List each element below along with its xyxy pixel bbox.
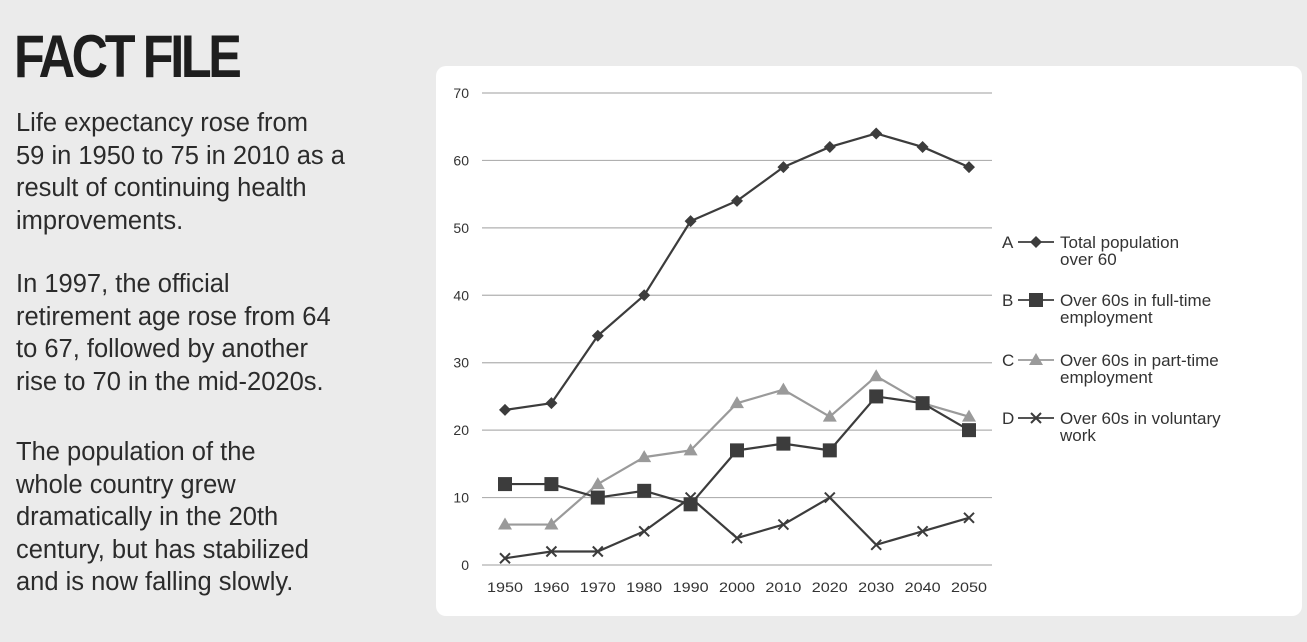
fact-line: result of continuing health [16, 174, 307, 202]
data-point [590, 490, 605, 505]
data-point [499, 403, 511, 416]
fact-paragraph-3: The population of the whole country grew… [16, 436, 426, 599]
data-point [499, 552, 511, 564]
fact-line: The population of the [16, 438, 256, 466]
fact-line: improvements. [16, 206, 184, 235]
series-line [504, 496, 970, 560]
x-tick-label: 2040 [905, 579, 941, 595]
data-point [916, 140, 929, 153]
x-tick-label: 1980 [626, 579, 662, 595]
data-point [545, 545, 558, 558]
fact-line: retirement age rose from 64 [16, 302, 331, 331]
data-point [824, 491, 836, 504]
fact-paragraph-2: In 1997, the official retirement age ros… [16, 268, 426, 398]
data-point [684, 215, 697, 228]
data-point [498, 517, 512, 530]
data-point [730, 396, 744, 409]
data-point [637, 483, 652, 498]
fact-line: whole country grew [16, 470, 236, 499]
fact-line: and is now falling slowly. [16, 568, 294, 596]
data-point [638, 525, 650, 537]
x-tick-label: 2010 [765, 579, 801, 595]
y-tick-label: 20 [453, 422, 469, 438]
x-tick-label: 2000 [719, 579, 755, 595]
y-tick-label: 30 [453, 355, 469, 371]
data-point [870, 539, 882, 551]
data-point [1029, 353, 1043, 365]
data-point [683, 497, 698, 512]
y-tick-label: 0 [461, 557, 469, 573]
data-point [590, 477, 605, 490]
data-point [637, 450, 652, 463]
data-point [962, 409, 976, 422]
y-tick-label: 40 [453, 287, 469, 303]
fact-line: to 67, followed by another [16, 335, 309, 363]
data-point [683, 443, 698, 456]
data-point [544, 477, 559, 492]
x-tick-label: 2050 [951, 579, 987, 595]
data-point [731, 194, 743, 207]
fact-paragraph-1: Life expectancy rose from 59 in 1950 to … [16, 107, 426, 237]
data-point [638, 289, 651, 302]
y-tick-label: 10 [453, 490, 469, 506]
legend-label: over 60 [1060, 250, 1117, 269]
y-tick-label: 60 [453, 152, 469, 168]
data-point [777, 518, 790, 531]
y-tick-label: 70 [453, 85, 469, 101]
data-point [545, 397, 558, 410]
data-point [498, 477, 512, 492]
series-line [504, 132, 970, 412]
legend-label: work [1059, 426, 1096, 445]
fact-file-panel: FACT FILE Life expectancy rose from 59 i… [0, 0, 432, 642]
data-point [776, 382, 791, 395]
legend-label: Over 60s in full-time [1060, 291, 1211, 310]
data-point [776, 436, 791, 451]
data-point [730, 443, 744, 458]
data-point [591, 329, 604, 342]
fact-line: In 1997, the official [16, 270, 230, 298]
fact-line: dramatically in the 20th [16, 503, 279, 531]
legend-label: employment [1060, 308, 1153, 327]
data-point [962, 423, 976, 438]
x-tick-label: 2030 [858, 579, 894, 595]
y-tick-label: 50 [453, 220, 469, 236]
fact-line: century, but has stabilized [16, 535, 309, 564]
data-point [822, 409, 837, 422]
legend-letter: A [1002, 233, 1014, 252]
x-tick-label: 1990 [673, 579, 709, 595]
data-point [592, 545, 604, 558]
data-point [1030, 412, 1042, 424]
x-tick-label: 2020 [812, 579, 848, 595]
fact-line: 59 in 1950 to 75 in 2010 as a [16, 141, 345, 170]
data-point [1030, 236, 1042, 248]
legend-label: employment [1060, 368, 1153, 387]
data-point [916, 525, 929, 537]
legend-letter: C [1002, 351, 1014, 370]
x-tick-label: 1950 [487, 579, 523, 595]
data-point [963, 512, 975, 524]
data-point [544, 517, 559, 530]
fact-line: Life expectancy rose from [16, 109, 308, 137]
legend-letter: D [1002, 409, 1014, 428]
data-point [731, 532, 743, 544]
data-point [822, 443, 837, 458]
x-tick-label: 1970 [580, 579, 616, 595]
legend-letter: B [1002, 291, 1013, 310]
data-point [869, 389, 884, 404]
data-point [777, 161, 790, 174]
fact-line: rise to 70 in the mid-2020s. [16, 367, 324, 396]
fact-file-title: FACT FILE [14, 23, 242, 90]
chart-card: 0 10 20 30 40 50 60 70 1950 1960 1970 1980 1990 2000 2… [436, 66, 1302, 616]
legend-label: Over 60s in part-time [1060, 351, 1219, 370]
data-point [823, 140, 836, 153]
data-point [870, 127, 883, 140]
data-point [915, 396, 930, 411]
legend-label: Total population [1060, 233, 1179, 252]
data-point [963, 161, 975, 174]
data-point [869, 369, 884, 382]
x-tick-label: 1960 [533, 579, 569, 595]
legend-label: Over 60s in voluntary [1060, 409, 1221, 428]
data-point [1029, 293, 1043, 307]
